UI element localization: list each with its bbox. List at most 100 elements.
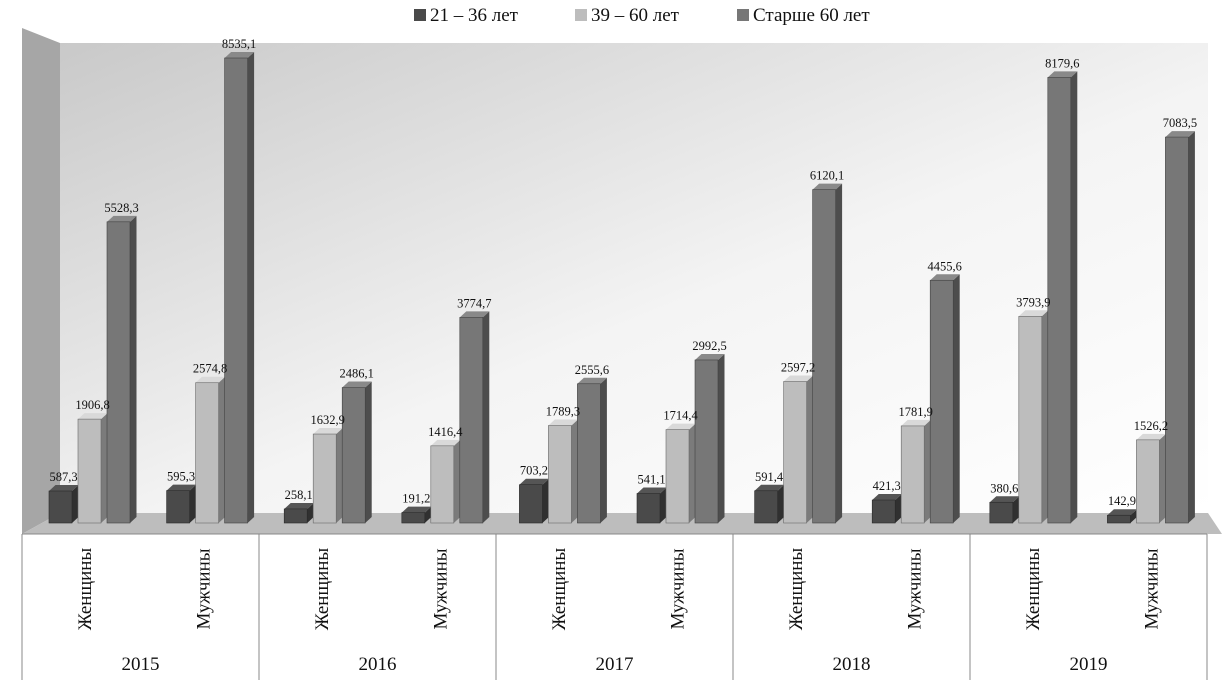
- bar-front: [1107, 514, 1131, 524]
- bar-side: [72, 485, 79, 523]
- bar-side: [689, 423, 696, 523]
- bar-side: [953, 274, 960, 523]
- bar: [401, 506, 432, 524]
- data-label: 595,3: [167, 470, 195, 484]
- bar-side: [307, 502, 314, 523]
- bar-front: [783, 381, 807, 524]
- bar: [283, 502, 314, 524]
- bar-side: [600, 377, 607, 523]
- bar: [77, 413, 108, 524]
- bar-top: [401, 506, 432, 513]
- data-label: 703,2: [520, 464, 548, 478]
- bar-side: [924, 419, 931, 523]
- data-label: 1526,2: [1134, 419, 1168, 433]
- gender-label: Женщины: [1023, 548, 1044, 631]
- data-label: 2992,5: [692, 339, 726, 353]
- bar: [665, 423, 696, 524]
- bar-side: [1188, 131, 1195, 524]
- bar-top: [872, 494, 902, 501]
- year-label: 2017: [596, 654, 634, 675]
- data-label: 1416,4: [428, 425, 463, 439]
- gender-label: Мужчины: [667, 548, 688, 629]
- data-label: 2555,6: [575, 363, 609, 377]
- bar-front: [577, 383, 601, 524]
- bar-top: [1107, 509, 1137, 516]
- bar: [900, 419, 931, 524]
- data-label: 2574,8: [193, 362, 227, 376]
- bar: [1165, 131, 1195, 524]
- data-label: 3774,7: [457, 296, 491, 310]
- bar: [312, 428, 343, 524]
- bar: [195, 376, 226, 524]
- gender-label: Мужчины: [1141, 548, 1162, 629]
- bar-side: [247, 52, 255, 523]
- bar-front: [665, 429, 690, 524]
- legend-swatch-series-3: [737, 9, 749, 21]
- data-label: 4455,6: [928, 259, 962, 273]
- bar-top: [224, 52, 255, 58]
- bar-top: [637, 487, 667, 494]
- bar-top: [695, 353, 725, 360]
- bar-top: [1047, 71, 1078, 78]
- bar: [989, 496, 1020, 524]
- bar: [812, 183, 843, 524]
- bar-top: [195, 376, 226, 383]
- bar-side: [336, 428, 343, 523]
- bar-side: [777, 484, 785, 523]
- bar-front: [224, 57, 248, 524]
- data-label: 258,1: [285, 488, 313, 502]
- bar-top: [1136, 433, 1166, 440]
- data-label: 1781,9: [899, 405, 933, 419]
- side-wall: [22, 28, 60, 534]
- bar-front: [1136, 439, 1160, 524]
- bar: [871, 494, 902, 524]
- bar: [1136, 433, 1166, 524]
- legend: 21 – 36 лет 39 – 60 лет Старше 60 лет: [414, 5, 870, 26]
- bar-top: [548, 419, 578, 426]
- year-label: 2015: [122, 654, 160, 675]
- data-label: 1906,8: [75, 398, 109, 412]
- gender-label: Женщины: [312, 548, 333, 631]
- bar-side: [365, 381, 372, 523]
- data-label: 6120,1: [810, 169, 844, 183]
- bar-side: [218, 376, 226, 523]
- gender-label: Мужчины: [430, 548, 451, 629]
- gender-label: Женщины: [786, 548, 807, 631]
- year-label: 2019: [1070, 654, 1108, 675]
- bar: [636, 487, 667, 524]
- bar-top: [342, 381, 372, 388]
- data-label: 421,3: [873, 479, 901, 493]
- year-label: 2016: [359, 654, 397, 675]
- bar-front: [1018, 316, 1043, 524]
- bar-side: [482, 311, 490, 523]
- bar-front: [900, 425, 925, 524]
- bar-front: [694, 359, 719, 524]
- bar-front: [871, 499, 896, 524]
- bar-side: [189, 484, 197, 523]
- bar: [519, 478, 549, 524]
- bar: [48, 485, 79, 524]
- bar-side: [835, 183, 843, 523]
- bar: [224, 52, 255, 524]
- bar-front: [636, 493, 661, 524]
- bar-top: [107, 215, 137, 222]
- bar-front: [519, 484, 543, 524]
- bar-top: [783, 375, 814, 382]
- bar-top: [519, 478, 549, 485]
- bar-top: [930, 274, 960, 281]
- bar-top: [78, 413, 108, 420]
- data-label: 5528,3: [104, 201, 138, 215]
- bar-side: [1012, 496, 1020, 523]
- data-label: 1632,9: [311, 413, 345, 427]
- bar: [1107, 509, 1137, 524]
- legend-label-series-3: Старше 60 лет: [753, 5, 870, 26]
- bar-top: [49, 485, 79, 492]
- bar-front: [77, 418, 102, 524]
- bar: [577, 377, 607, 524]
- bar: [694, 353, 725, 524]
- bar-front: [283, 508, 308, 524]
- bar-front: [48, 490, 73, 524]
- legend-label-series-2: 39 – 60 лет: [591, 5, 680, 26]
- bar-front: [430, 445, 455, 524]
